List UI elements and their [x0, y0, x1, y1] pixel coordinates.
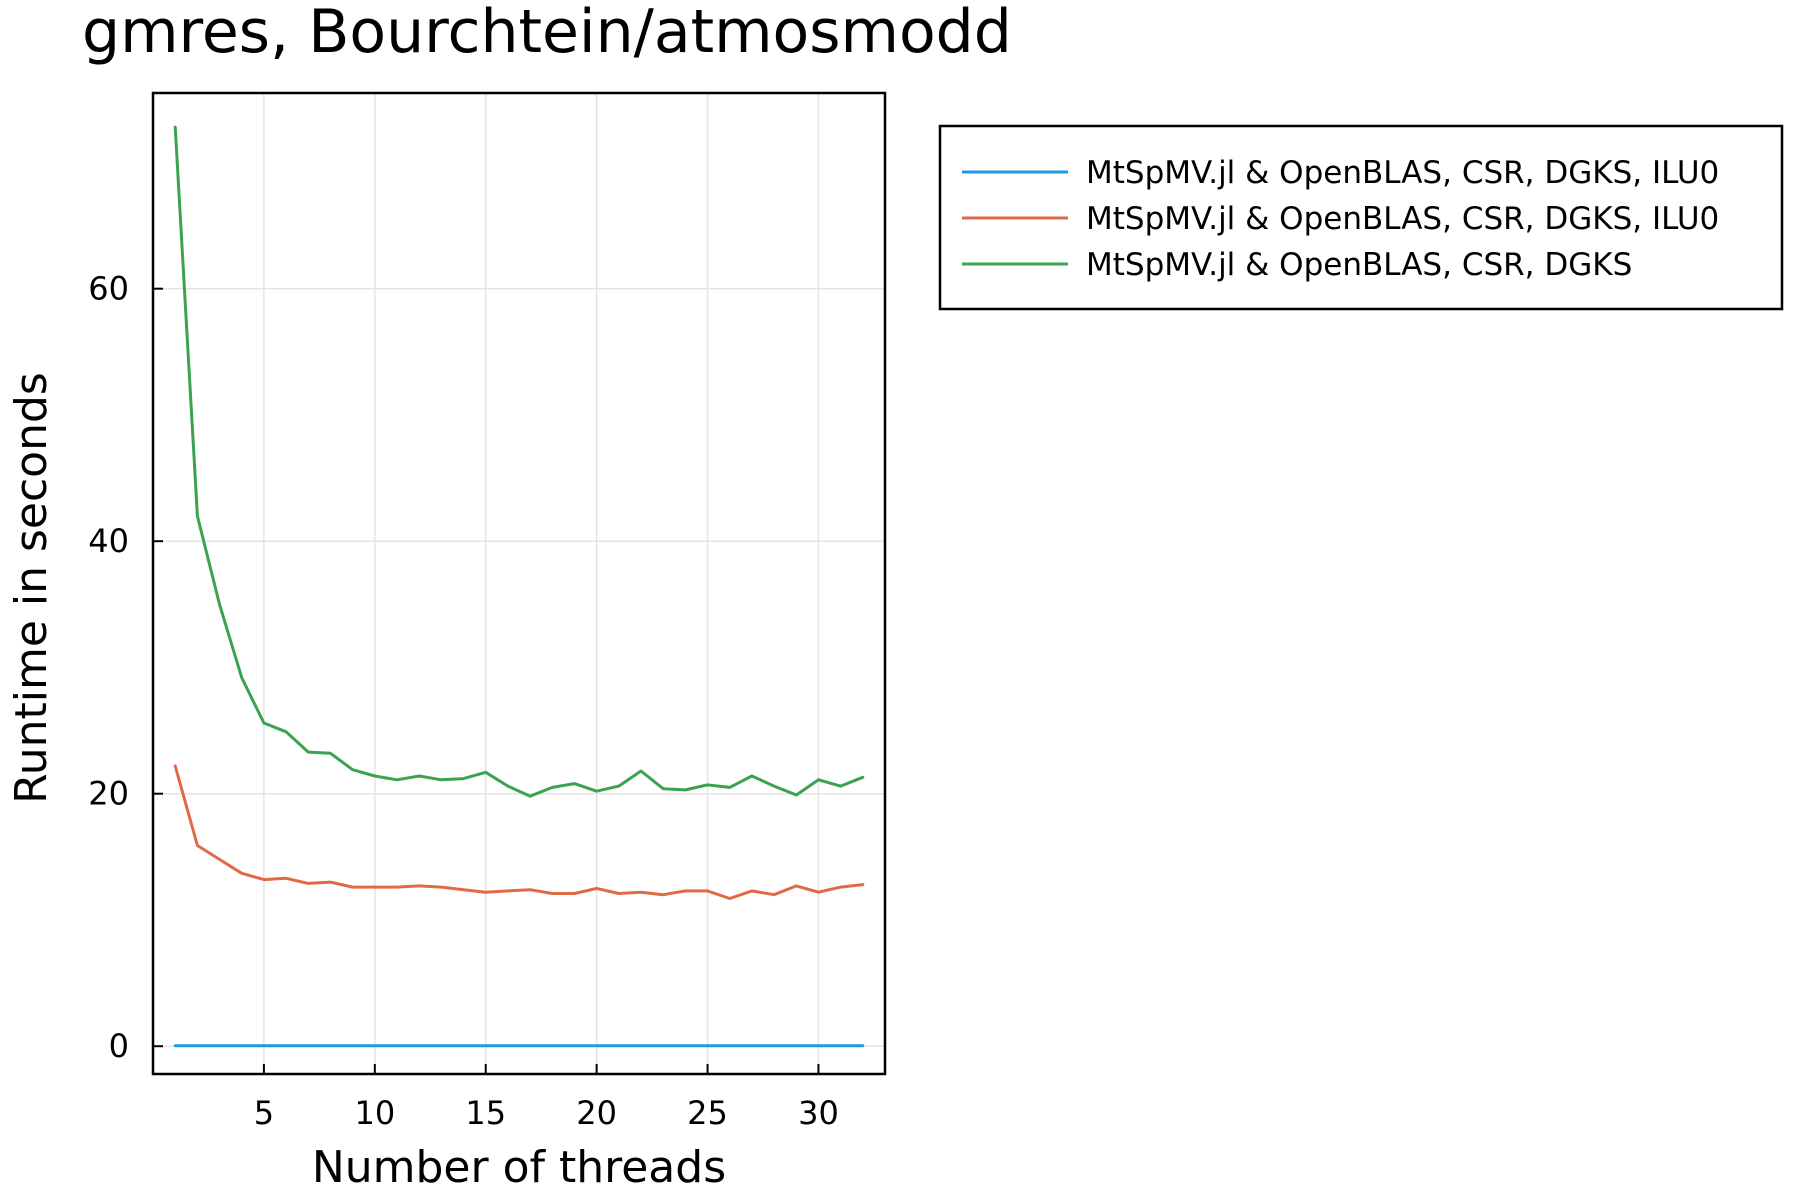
y-axis: 0 20 40 60	[88, 270, 163, 1065]
plot-frame	[151, 91, 887, 1076]
x-tick-label: 5	[254, 1094, 274, 1132]
legend-item: MtSpMV.jl & OpenBLAS, CSR, DGKS	[962, 247, 1632, 283]
x-axis: 5 10 15 20 25 30	[254, 1064, 839, 1132]
series-line-2	[173, 764, 865, 900]
legend-label: MtSpMV.jl & OpenBLAS, CSR, DGKS, ILU0	[1086, 201, 1719, 237]
x-tick-label: 25	[687, 1094, 728, 1132]
y-tick-label: 0	[109, 1027, 129, 1065]
series-line-3	[173, 125, 865, 798]
legend-box	[938, 124, 1784, 311]
y-tick-label: 20	[88, 775, 129, 813]
x-tick-label: 10	[354, 1094, 395, 1132]
y-tick-label: 40	[88, 522, 129, 560]
x-tick-label: 15	[465, 1094, 506, 1132]
legend-item: MtSpMV.jl & OpenBLAS, CSR, DGKS, ILU0	[962, 201, 1719, 237]
legend-label: MtSpMV.jl & OpenBLAS, CSR, DGKS	[1086, 247, 1632, 283]
series-layer	[173, 125, 865, 1048]
x-tick-label: 20	[576, 1094, 617, 1132]
legend-label: MtSpMV.jl & OpenBLAS, CSR, DGKS, ILU0	[1086, 155, 1719, 191]
chart-title: gmres, Bourchtein/atmosmodd	[82, 0, 1012, 67]
legend: MtSpMV.jl & OpenBLAS, CSR, DGKS, ILU0 MtS…	[938, 124, 1784, 311]
x-axis-label: Number of threads	[312, 1142, 726, 1193]
x-tick-label: 30	[798, 1094, 839, 1132]
y-tick-label: 60	[88, 270, 129, 308]
legend-item: MtSpMV.jl & OpenBLAS, CSR, DGKS, ILU0	[962, 155, 1719, 191]
y-axis-label: Runtime in seconds	[6, 372, 57, 804]
grid	[153, 93, 885, 1074]
